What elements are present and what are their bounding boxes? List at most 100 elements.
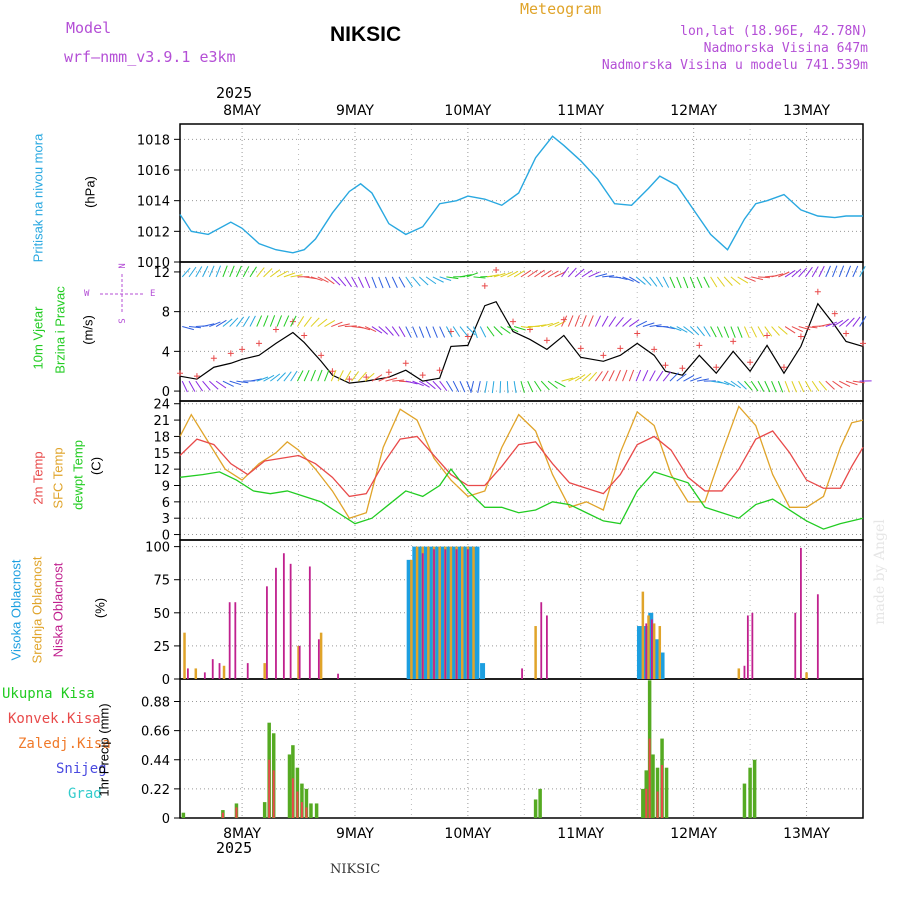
- bottom-day-label: 9MAY: [336, 826, 374, 842]
- cloud-bar: [647, 615, 650, 679]
- wind-arrow: [528, 381, 533, 392]
- precip-bar: [309, 803, 313, 818]
- cloud-bar: [653, 623, 656, 679]
- wind-arrow: [636, 370, 641, 381]
- wind-arrow: [819, 266, 824, 277]
- wind-arrow: [744, 327, 749, 338]
- cloud-bar: [651, 619, 653, 679]
- y-tick-label: 21: [153, 414, 170, 429]
- top-day-label: 11MAY: [557, 103, 604, 119]
- cloud-bar: [645, 623, 647, 679]
- cloud-bar: [275, 568, 277, 679]
- wind-arrow: [230, 266, 235, 277]
- wind-arrow: [446, 381, 452, 391]
- cloud-bar: [266, 586, 268, 679]
- wind-arrow: [433, 327, 438, 338]
- top-day-label: 10MAY: [444, 103, 491, 119]
- wind-arrow: [704, 277, 709, 288]
- wind-arrow: [257, 268, 265, 277]
- wind-gust-marker: [177, 370, 183, 376]
- cloud-bar: [438, 547, 441, 679]
- cloud-bar: [422, 553, 424, 679]
- y-tick-label: 0.44: [141, 754, 170, 769]
- cloud-bar: [433, 549, 435, 679]
- precip-bar: [657, 792, 659, 818]
- wind-gust-marker: [600, 352, 606, 358]
- wind-arrow: [203, 381, 211, 390]
- y-tick-label: 0: [162, 673, 170, 688]
- wind-arrow: [670, 373, 679, 381]
- panel-frame: [180, 540, 863, 679]
- wind-arrow: [209, 266, 214, 277]
- cloud-bar: [223, 666, 226, 679]
- top-day-label: 12MAY: [670, 103, 717, 119]
- wind-arrow: [182, 268, 190, 277]
- wind-arrow: [656, 277, 662, 287]
- wind-arrow: [250, 267, 257, 277]
- wind-arrow: [264, 315, 268, 326]
- y-tick-label: 50: [153, 607, 170, 622]
- wind-arrow: [358, 277, 363, 288]
- precip-bar: [182, 813, 186, 818]
- precip-bar: [649, 739, 651, 818]
- bottom-day-label: 12MAY: [670, 826, 717, 842]
- cloud-bar: [219, 663, 221, 679]
- cloud-bar: [204, 672, 206, 679]
- panel-frame: [180, 401, 863, 540]
- wind-arrow: [426, 327, 430, 338]
- wind-arrow: [284, 316, 289, 327]
- wind-arrow: [616, 370, 621, 381]
- cloud-bar: [444, 549, 446, 679]
- precip-bar: [534, 799, 538, 818]
- meteogram-root: Model wrf—nmm_v3.9.1 e3km NIKSIC Meteogr…: [0, 0, 900, 900]
- wind-gust-marker: [493, 267, 499, 273]
- wind-gust-marker: [696, 342, 702, 348]
- wind-arrow: [717, 277, 724, 287]
- cloud-bar: [534, 626, 537, 679]
- wind-arrow: [799, 381, 804, 392]
- cloud-bar: [521, 668, 523, 679]
- precip-bar: [538, 789, 542, 818]
- wind-gust-marker: [386, 369, 392, 375]
- wind-arrow: [697, 277, 702, 288]
- y-tick-label: 24: [153, 398, 170, 413]
- cloud-bar: [456, 549, 458, 679]
- wind-arrow: [399, 277, 405, 287]
- bottom-day-label: 11MAY: [557, 826, 604, 842]
- wind-arrow: [480, 327, 485, 338]
- wind-arrow: [291, 371, 297, 381]
- top-day-label: 9MAY: [336, 103, 374, 119]
- wind-arrow: [656, 371, 662, 381]
- wind-arrow: [575, 315, 579, 326]
- wind-gust-marker: [713, 364, 719, 370]
- wind-arrow: [406, 277, 413, 287]
- wind-arrow: [534, 381, 541, 391]
- wind-arrow: [846, 266, 851, 277]
- wind-arrow: [203, 266, 208, 277]
- meteogram-chart: 1010101210141016101804812036912151821240…: [0, 0, 900, 900]
- wind-gust-marker: [256, 340, 262, 346]
- wind-arrow: [589, 372, 597, 381]
- wind-speed-line: [180, 302, 863, 383]
- y-tick-label: 0.66: [141, 725, 170, 740]
- wind-arrow: [487, 327, 494, 337]
- wind-arrow: [595, 316, 600, 327]
- wind-arrow: [311, 370, 316, 381]
- wind-arrow: [731, 327, 735, 338]
- cloud-bar: [299, 646, 301, 679]
- cloud-bar: [480, 663, 485, 679]
- wind-arrow: [833, 266, 837, 277]
- precip-bar: [651, 754, 655, 818]
- precip-bar: [641, 789, 645, 818]
- precip-bar: [753, 760, 757, 818]
- cloud-bar: [427, 547, 430, 679]
- wind-gust-marker: [634, 330, 640, 336]
- wind-arrow: [492, 381, 494, 393]
- cloud-bar: [751, 613, 753, 679]
- wind-arrow: [602, 316, 608, 326]
- cloud-bar: [744, 666, 746, 679]
- wind-arrow: [765, 381, 770, 392]
- wind-arrow: [500, 381, 501, 393]
- precip-bar: [292, 778, 294, 818]
- y-tick-label: 9: [162, 479, 170, 494]
